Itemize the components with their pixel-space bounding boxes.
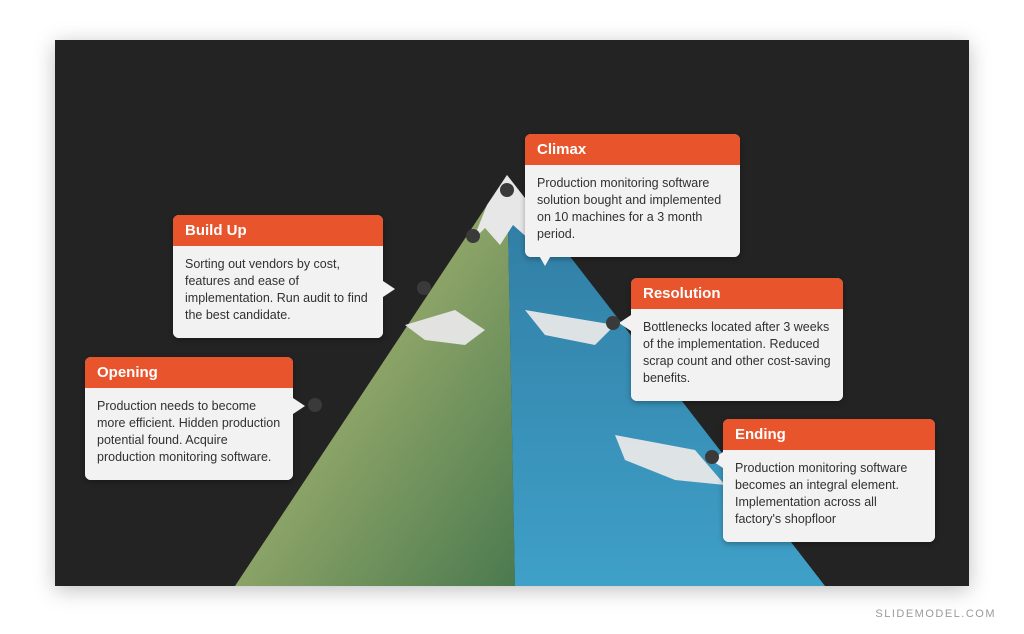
card-buildup: Build Up Sorting out vendors by cost, fe… xyxy=(173,215,383,338)
card-ending-body: Production monitoring software becomes a… xyxy=(723,450,935,542)
pointer-opening xyxy=(293,398,305,414)
watermark: SLIDEMODEL.COM xyxy=(875,608,996,620)
pointer-climax xyxy=(537,252,553,266)
dot-ending xyxy=(705,450,719,464)
dot-opening xyxy=(308,398,322,412)
pointer-buildup xyxy=(383,281,395,297)
card-opening-title: Opening xyxy=(85,357,293,388)
dot-climax xyxy=(500,183,514,197)
dot-buildup xyxy=(417,281,431,295)
card-ending: Ending Production monitoring software be… xyxy=(723,419,935,542)
card-resolution: Resolution Bottlenecks located after 3 w… xyxy=(631,278,843,401)
card-opening-body: Production needs to become more efficien… xyxy=(85,388,293,480)
card-climax: Climax Production monitoring software so… xyxy=(525,134,740,257)
card-climax-body: Production monitoring software solution … xyxy=(525,165,740,257)
card-buildup-body: Sorting out vendors by cost, features an… xyxy=(173,246,383,338)
card-resolution-title: Resolution xyxy=(631,278,843,309)
card-resolution-body: Bottlenecks located after 3 weeks of the… xyxy=(631,309,843,401)
card-climax-title: Climax xyxy=(525,134,740,165)
pointer-resolution xyxy=(619,315,631,331)
dot-resolution xyxy=(606,316,620,330)
slide-frame: Opening Production needs to become more … xyxy=(55,40,969,586)
card-ending-title: Ending xyxy=(723,419,935,450)
dot-climax-peak xyxy=(466,229,480,243)
card-buildup-title: Build Up xyxy=(173,215,383,246)
card-opening: Opening Production needs to become more … xyxy=(85,357,293,480)
